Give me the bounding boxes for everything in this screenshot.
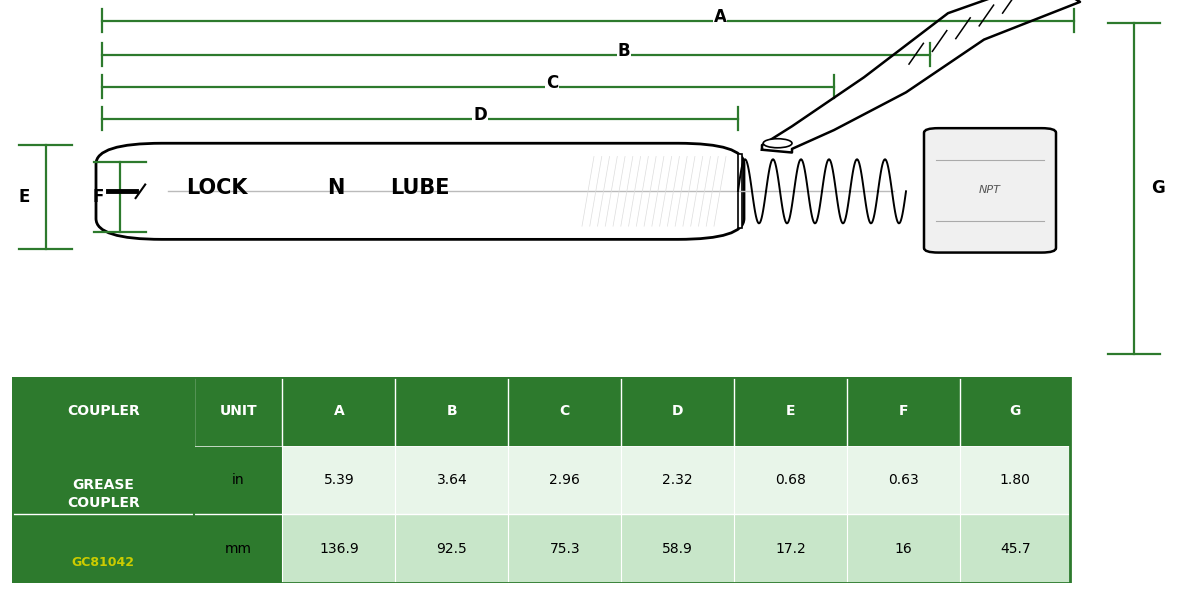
Text: A: A: [334, 404, 344, 418]
Text: COUPLER: COUPLER: [67, 404, 139, 418]
Text: GC81042: GC81042: [72, 556, 134, 569]
Text: 17.2: 17.2: [775, 542, 806, 556]
Text: 136.9: 136.9: [319, 542, 359, 556]
Bar: [12, 377, 194, 446]
Bar: [622, 446, 734, 514]
Bar: [734, 446, 847, 514]
Text: 0.68: 0.68: [775, 473, 806, 487]
Bar: [194, 514, 282, 583]
FancyBboxPatch shape: [924, 128, 1056, 253]
Text: in: in: [232, 473, 245, 487]
Text: 16: 16: [894, 542, 912, 556]
Text: C: C: [559, 404, 570, 418]
Bar: [960, 514, 1070, 583]
Bar: [395, 514, 509, 583]
Bar: [622, 377, 734, 446]
Text: 75.3: 75.3: [550, 542, 580, 556]
Text: GREASE
COUPLER: GREASE COUPLER: [67, 478, 139, 510]
Text: 58.9: 58.9: [662, 542, 694, 556]
Text: 45.7: 45.7: [1000, 542, 1031, 556]
Bar: [734, 514, 847, 583]
Bar: [395, 377, 509, 446]
Text: B: B: [446, 404, 457, 418]
Bar: [734, 377, 847, 446]
Bar: [194, 377, 282, 446]
Text: UNIT: UNIT: [220, 404, 257, 418]
Bar: [847, 377, 960, 446]
Bar: [282, 514, 395, 583]
Text: D: D: [672, 404, 683, 418]
Bar: [960, 377, 1070, 446]
Bar: [395, 446, 509, 514]
Bar: [509, 446, 622, 514]
Circle shape: [763, 139, 792, 148]
Bar: [282, 446, 395, 514]
Text: 2.32: 2.32: [662, 473, 692, 487]
Bar: [194, 446, 282, 514]
FancyBboxPatch shape: [96, 143, 744, 239]
Bar: [847, 446, 960, 514]
Text: E: E: [786, 404, 796, 418]
Text: F: F: [92, 188, 104, 206]
Bar: [12, 446, 194, 583]
Text: 2.96: 2.96: [550, 473, 580, 487]
Bar: [960, 446, 1070, 514]
Text: LOCK: LOCK: [186, 177, 247, 197]
Text: LUBE: LUBE: [390, 177, 450, 197]
Polygon shape: [762, 0, 1080, 153]
Bar: [847, 514, 960, 583]
Bar: [738, 154, 742, 229]
Text: 1.80: 1.80: [1000, 473, 1031, 487]
Text: D: D: [473, 106, 487, 124]
Bar: [509, 514, 622, 583]
Bar: [12, 377, 1070, 583]
Text: C: C: [546, 74, 558, 92]
Bar: [622, 514, 734, 583]
Text: G: G: [1009, 404, 1021, 418]
Text: G: G: [1151, 180, 1165, 197]
Text: F: F: [899, 404, 908, 418]
Text: NPT: NPT: [979, 186, 1001, 196]
Text: A: A: [714, 8, 726, 26]
Text: 5.39: 5.39: [324, 473, 354, 487]
Bar: [509, 377, 622, 446]
Text: Ν: Ν: [328, 177, 344, 197]
Text: 0.63: 0.63: [888, 473, 919, 487]
Bar: [282, 377, 395, 446]
Text: 3.64: 3.64: [437, 473, 467, 487]
Text: mm: mm: [224, 542, 252, 556]
Text: E: E: [18, 188, 30, 206]
Text: B: B: [618, 42, 630, 60]
Text: 92.5: 92.5: [437, 542, 467, 556]
